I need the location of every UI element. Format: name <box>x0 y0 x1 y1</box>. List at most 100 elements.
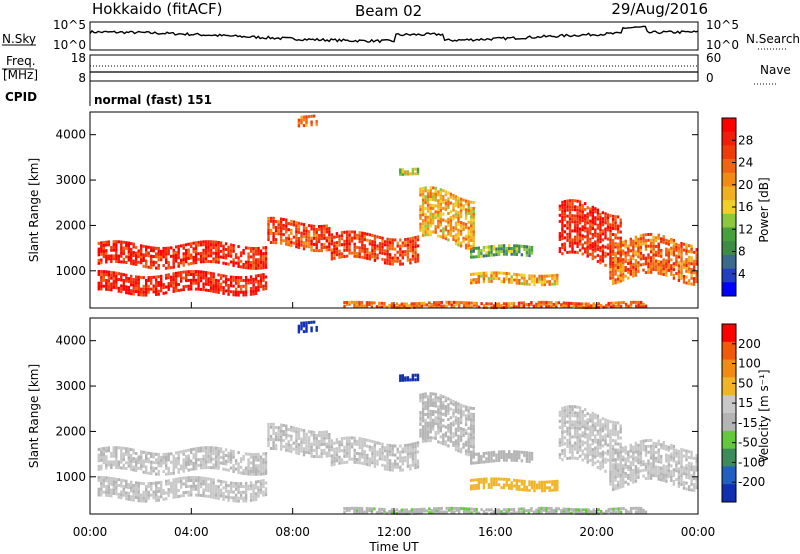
velocity-cell <box>601 450 605 454</box>
velocity-cell <box>328 436 331 440</box>
velocity-cell <box>257 455 260 459</box>
power-cell <box>338 237 341 241</box>
velocity-cell <box>589 446 592 450</box>
power-cell <box>202 285 205 289</box>
velocity-cell <box>665 459 668 463</box>
velocity-cell <box>596 429 600 433</box>
velocity-cell <box>553 485 556 489</box>
freq-panel: Freq. [MHz] 18 8 60 0 Nave <box>2 51 791 85</box>
power-cell <box>470 206 473 210</box>
power-cell <box>302 118 306 122</box>
power-cell <box>452 208 455 212</box>
power-cell <box>222 274 225 278</box>
power-cell <box>540 302 543 306</box>
power-cell <box>110 245 113 249</box>
power-cell <box>470 233 473 236</box>
power-cell <box>690 273 693 277</box>
velocity-cell <box>165 482 168 486</box>
velocity-cell <box>530 451 534 455</box>
velocity-cell <box>652 441 655 445</box>
power-cell <box>450 304 453 308</box>
velocity-cell <box>122 479 125 483</box>
power-cell <box>459 226 463 230</box>
velocity-cell <box>185 466 188 470</box>
power-cell <box>470 250 473 253</box>
velocity-cell <box>452 420 455 424</box>
velocity-cell <box>330 463 334 467</box>
velocity-cell <box>132 451 135 455</box>
velocity-cell <box>530 483 534 487</box>
velocity-cell <box>591 457 594 461</box>
power-cell <box>629 237 632 241</box>
power-cell <box>624 251 627 255</box>
power-cell <box>310 236 313 240</box>
power-cell <box>515 278 518 282</box>
power-cell <box>409 246 412 250</box>
power-cell <box>667 251 670 255</box>
velocity-cell <box>662 479 665 482</box>
velocity-cell <box>563 430 567 434</box>
power-cell <box>586 212 589 216</box>
power-cell <box>670 258 673 262</box>
velocity-cell <box>259 488 263 492</box>
power-cell <box>142 256 145 260</box>
power-cell <box>170 266 173 270</box>
velocity-cell <box>558 441 562 444</box>
velocity-cell <box>528 480 531 484</box>
velocity-cell <box>97 459 100 463</box>
power-cell <box>333 247 336 251</box>
power-cell <box>368 251 372 255</box>
power-cell <box>558 204 562 208</box>
velocity-cell <box>525 488 529 492</box>
power-cell <box>470 227 473 231</box>
power-cell <box>97 281 100 285</box>
power-cell <box>285 224 288 228</box>
power-cell <box>472 224 475 228</box>
velocity-cell <box>237 451 240 455</box>
velocity-cell <box>254 498 258 501</box>
velocity-cell <box>155 487 158 491</box>
velocity-cell <box>145 465 148 469</box>
velocity-cell <box>297 433 301 437</box>
velocity-cell <box>581 425 584 429</box>
velocity-cell <box>285 430 288 434</box>
power-cell <box>132 251 135 255</box>
power-cell <box>254 274 258 278</box>
power-cell <box>237 265 240 268</box>
velocity-cell <box>290 443 293 447</box>
velocity-cell <box>97 493 100 497</box>
velocity-cell <box>566 432 569 436</box>
power-cell <box>175 286 178 290</box>
velocity-cell <box>305 441 308 445</box>
velocity-cell <box>247 466 250 470</box>
power-cell <box>234 281 238 285</box>
power-cell <box>115 274 118 278</box>
power-cell <box>157 281 160 284</box>
power-cell <box>239 259 243 263</box>
velocity-cell <box>361 437 364 441</box>
power-cell <box>234 278 238 282</box>
power-cell <box>518 281 521 285</box>
power-cell <box>677 264 681 268</box>
velocity-cell <box>102 490 105 494</box>
velocity-cell <box>140 456 143 459</box>
power-cell <box>594 207 597 211</box>
velocity-cell <box>172 466 175 470</box>
power-cell <box>482 304 486 308</box>
velocity-cell <box>157 461 160 465</box>
power-cell <box>325 245 328 249</box>
velocity-cell <box>576 451 579 454</box>
velocity-cell <box>649 438 653 442</box>
velocity-cell <box>190 490 193 494</box>
power-cell <box>254 264 258 267</box>
power-cell <box>102 241 105 244</box>
velocity-cell <box>227 451 230 455</box>
power-cell <box>472 201 475 204</box>
power-cell <box>325 230 328 234</box>
power-cell <box>552 304 555 308</box>
velocity-cell <box>561 449 564 453</box>
power-cell <box>170 275 173 279</box>
power-cell <box>227 251 230 255</box>
power-cell <box>343 230 346 234</box>
power-cell <box>510 281 513 284</box>
